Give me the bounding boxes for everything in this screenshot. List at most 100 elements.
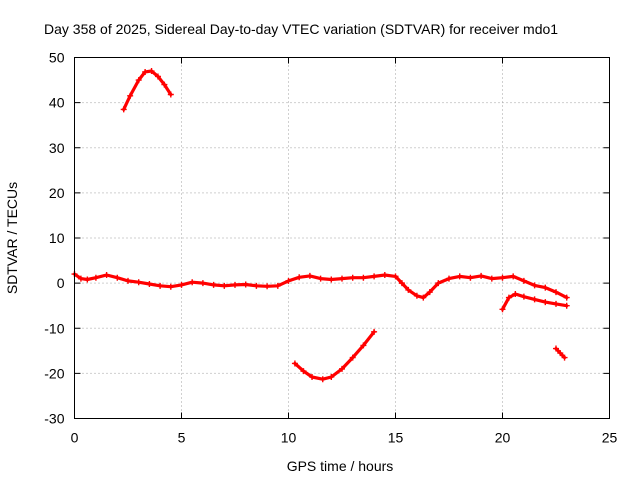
data-point [125,277,131,284]
data-point [381,272,388,279]
data-point [499,274,506,281]
data-point [392,273,399,280]
data-point [253,282,260,289]
data-point [120,106,127,113]
data-point [510,273,517,280]
data-point [398,280,405,287]
data-point [520,293,527,300]
data-point [563,302,570,309]
data-point [531,282,538,289]
series-line-arc-1 [122,69,173,111]
data-point [349,354,356,361]
data-point [317,275,324,282]
data-point [446,275,452,282]
ticks [74,57,610,419]
chart-title: Day 358 of 2025, Sidereal Day-to-day VTE… [44,21,558,37]
tick-labels: 0 5 10 15 20 25 -30 -20 -10 0 10 20 30 40 50 [44,50,617,446]
x-axis-label: GPS time / hours [287,458,394,474]
data-point [426,289,433,296]
x-tick-label: 0 [71,430,79,446]
y-tick-label: 50 [49,50,65,66]
x-tick-label: 10 [281,430,297,446]
data-point [157,282,164,289]
data-point [221,282,228,289]
data-point [92,274,99,281]
data-point [563,294,570,301]
data-point [413,292,420,299]
data-point [199,280,206,287]
data-point [520,277,527,284]
series-layer [71,68,570,383]
data-point [328,276,335,283]
x-tick-label: 15 [388,430,404,446]
data-point [135,279,142,286]
data-point [154,73,161,80]
y-tick-label: -10 [44,320,64,336]
data-point [148,68,155,75]
data-point [360,274,367,281]
data-point [274,282,281,289]
grid [74,57,610,419]
y-tick-label: 10 [49,230,65,246]
data-point [435,280,442,287]
data-point [553,300,559,307]
y-tick-label: -30 [44,411,64,427]
data-point [142,68,149,75]
data-point [542,284,549,291]
x-tick-label: 25 [602,430,618,446]
data-point [505,294,512,301]
data-point [456,273,463,280]
y-axis-label: SDTVAR / TECUs [4,182,20,294]
data-point [210,281,217,288]
data-point [349,274,356,281]
data-point [488,275,495,282]
y-tick-label: 40 [49,95,65,111]
data-point [135,77,142,84]
data-point [189,279,196,286]
data-point [127,92,134,99]
data-point [300,368,307,375]
data-point [478,272,485,279]
data-point [339,365,345,372]
data-point [360,342,367,349]
data-point [371,328,378,335]
data-point [84,276,91,283]
data-point [232,281,238,288]
data-point [291,360,298,367]
y-tick-label: 30 [49,140,65,156]
x-tick-label: 20 [495,430,511,446]
y-tick-label: 20 [49,185,65,201]
data-point [242,281,249,288]
data-point [161,81,168,88]
data-point [542,299,549,306]
data-point [167,91,174,98]
data-point [146,281,153,288]
data-point [114,274,121,281]
data-point [512,290,519,297]
data-point [420,294,427,301]
data-point [553,289,559,296]
series-line-arc-4 [293,330,376,381]
data-point [103,272,110,279]
data-point [167,283,174,290]
x-tick-label: 5 [178,430,186,446]
data-point [499,306,506,313]
data-point [328,373,335,380]
data-point [339,275,345,282]
y-tick-label: 0 [57,275,65,291]
data-point [309,373,316,380]
data-point [553,345,559,352]
data-point [561,354,568,361]
data-point [371,273,378,280]
data-point [467,274,474,281]
data-point [306,272,313,279]
data-point [531,296,538,303]
data-point [296,274,303,281]
data-point [264,283,271,290]
data-point [319,376,326,383]
data-point [557,350,564,357]
data-point [285,277,292,284]
y-tick-label: -20 [44,365,64,381]
data-point [405,286,412,293]
